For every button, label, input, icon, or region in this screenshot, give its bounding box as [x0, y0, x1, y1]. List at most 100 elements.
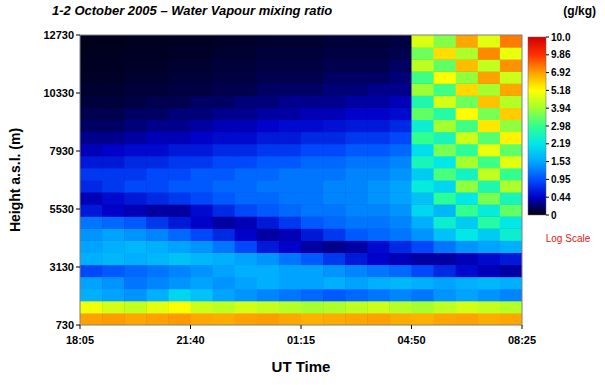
- cell: [168, 71, 191, 84]
- cell: [124, 313, 147, 325]
- cell: [456, 289, 479, 302]
- cell: [257, 216, 280, 229]
- cell: [168, 156, 191, 169]
- cell: [434, 168, 457, 181]
- cell: [279, 120, 302, 133]
- cell: [389, 59, 412, 72]
- cell: [301, 277, 324, 290]
- cell: [434, 108, 457, 121]
- cell: [102, 59, 125, 72]
- cell: [213, 228, 236, 241]
- cell: [146, 108, 169, 121]
- cell: [124, 301, 147, 314]
- cell: [102, 240, 125, 253]
- cell: [456, 156, 479, 169]
- cell: [257, 180, 280, 193]
- colorbar-tick-label: 2.19: [551, 138, 571, 149]
- cell: [456, 95, 479, 108]
- cell: [500, 132, 522, 145]
- colorbar-tick: [546, 90, 549, 91]
- cell: [323, 83, 346, 96]
- cell: [323, 59, 346, 72]
- cell: [191, 277, 214, 290]
- cell: [323, 35, 346, 48]
- cell: [146, 35, 169, 48]
- cell: [323, 204, 346, 217]
- cell: [80, 168, 103, 181]
- cell: [213, 108, 236, 121]
- cell: [345, 71, 368, 84]
- cell: [279, 168, 302, 181]
- cell: [80, 240, 103, 253]
- colorbar-tick: [546, 54, 549, 55]
- cell: [345, 35, 368, 48]
- title: 1-2 October 2005 – Water Vapour mixing r…: [52, 3, 332, 18]
- cell: [168, 59, 191, 72]
- cell: [102, 301, 125, 314]
- cell: [478, 301, 501, 314]
- colorbar-tick-label: 1.53: [551, 156, 571, 167]
- cell: [257, 144, 280, 157]
- colorbar-tick-label: 2.98: [551, 121, 571, 132]
- cell: [367, 108, 390, 121]
- cell: [168, 47, 191, 60]
- colorbar-tick: [546, 161, 549, 162]
- cell: [213, 301, 236, 314]
- cell: [412, 35, 435, 48]
- cell: [168, 35, 191, 48]
- cell: [80, 71, 103, 84]
- cell: [102, 168, 125, 181]
- cell: [213, 216, 236, 229]
- cell: [500, 253, 522, 266]
- cell: [279, 95, 302, 108]
- cell: [434, 180, 457, 193]
- cell: [213, 95, 236, 108]
- cell: [367, 228, 390, 241]
- cell: [257, 47, 280, 60]
- cell: [301, 71, 324, 84]
- cell: [345, 301, 368, 314]
- cell: [146, 240, 169, 253]
- cell: [257, 289, 280, 302]
- cell: [478, 313, 501, 325]
- cell: [191, 95, 214, 108]
- cell: [389, 228, 412, 241]
- cell: [478, 59, 501, 72]
- cell: [456, 253, 479, 266]
- cell: [235, 144, 258, 157]
- cell: [80, 47, 103, 60]
- cell: [191, 35, 214, 48]
- cell: [124, 108, 147, 121]
- cell: [323, 228, 346, 241]
- cell: [80, 313, 103, 325]
- cell: [389, 289, 412, 302]
- cell: [124, 253, 147, 266]
- cell: [478, 192, 501, 205]
- cell: [367, 240, 390, 253]
- cell: [124, 216, 147, 229]
- cell: [168, 289, 191, 302]
- cell: [323, 108, 346, 121]
- cell: [323, 120, 346, 133]
- cell: [301, 265, 324, 278]
- cell: [301, 301, 324, 314]
- cell: [412, 59, 435, 72]
- cell: [500, 216, 522, 229]
- cell: [412, 204, 435, 217]
- cell: [478, 289, 501, 302]
- cell: [168, 168, 191, 181]
- cell: [345, 120, 368, 133]
- cell: [412, 83, 435, 96]
- cell: [500, 265, 522, 278]
- cell: [80, 253, 103, 266]
- cell: [301, 132, 324, 145]
- cell: [500, 35, 522, 48]
- cell: [102, 144, 125, 157]
- cell: [279, 240, 302, 253]
- cell: [168, 301, 191, 314]
- cell: [80, 95, 103, 108]
- cell: [456, 301, 479, 314]
- cell: [146, 47, 169, 60]
- cell: [301, 47, 324, 60]
- cell: [412, 228, 435, 241]
